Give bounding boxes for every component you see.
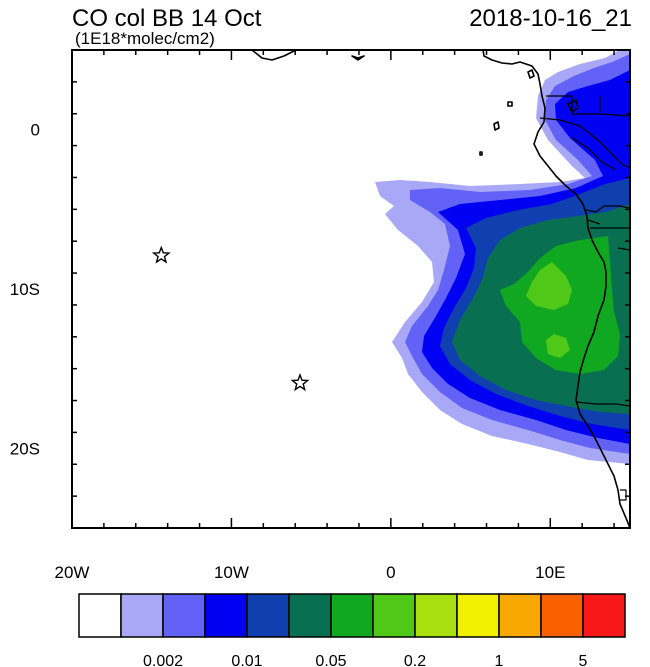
colorbar-tick-label: 0.05 — [315, 653, 346, 667]
map-frame — [71, 49, 631, 529]
border-10 — [617, 247, 630, 251]
colorbar-tick-label: 0.002 — [143, 653, 183, 667]
valid-time: 2018-10-16_21 — [469, 5, 632, 32]
map-plot — [72, 50, 630, 528]
coastline-layer — [251, 50, 630, 528]
map-units: (1E18*molec/cm2) — [75, 29, 215, 48]
co-level-lime-south — [546, 334, 570, 358]
colorbar-swatch — [246, 593, 290, 638]
island-annobon — [479, 151, 483, 156]
colorbar-tick-label: 0.01 — [231, 653, 262, 667]
x-tick-label: 0 — [386, 563, 395, 582]
africa-coastline — [482, 50, 630, 528]
colorbar-swatch — [456, 593, 500, 638]
north-coast-west — [251, 50, 297, 61]
colorbar-tick-label: 0.2 — [404, 653, 426, 667]
axis-tick-labels: 20W 10W 0 10E 0 10S 20S — [10, 121, 566, 582]
colorbar-tick-label: 1 — [495, 653, 504, 667]
x-tick-label: 20W — [55, 563, 90, 582]
border-8 — [575, 401, 630, 407]
colorbar-swatch — [288, 593, 332, 638]
island-cape — [527, 69, 535, 79]
star-ascension-marker — [151, 245, 171, 264]
border-4 — [571, 137, 617, 171]
colorbar-swatch — [120, 593, 164, 638]
border-7 — [587, 219, 601, 225]
border-layer — [539, 95, 630, 501]
map-title: CO col BB 14 Oct — [72, 5, 262, 32]
border-5 — [585, 205, 630, 213]
colorbar-swatch — [372, 593, 416, 638]
colorbar-swatch — [78, 593, 122, 638]
x-tick-label: 10E — [535, 563, 565, 582]
colorbar-swatch — [414, 593, 458, 638]
colorbar-swatch — [540, 593, 584, 638]
axis-ticks — [72, 50, 630, 528]
border-3 — [539, 117, 630, 169]
y-tick-label: 20S — [10, 439, 40, 458]
gulf-of-guinea-islands — [567, 99, 579, 113]
co-level-lime — [526, 262, 572, 310]
island-bioko — [493, 121, 500, 131]
colorbar-swatch — [330, 593, 374, 638]
y-tick-label: 0 — [31, 121, 40, 140]
colorbar-swatch — [498, 593, 542, 638]
island-north-coast — [507, 101, 513, 107]
colorbar-swatch — [204, 593, 248, 638]
border-1 — [546, 95, 630, 117]
colorbar: 0.002 0.01 0.05 0.2 1 5 — [78, 593, 626, 667]
marker-layer — [151, 245, 310, 392]
star-st-helena-marker — [290, 373, 310, 392]
colorbar-swatch — [582, 593, 626, 638]
y-tick-label: 10S — [10, 280, 40, 299]
north-coast-island — [351, 55, 365, 61]
colorbar-tick-label: 5 — [579, 653, 588, 667]
border-9 — [620, 489, 627, 501]
colorbar-swatch — [162, 593, 206, 638]
x-tick-label: 10W — [214, 563, 249, 582]
